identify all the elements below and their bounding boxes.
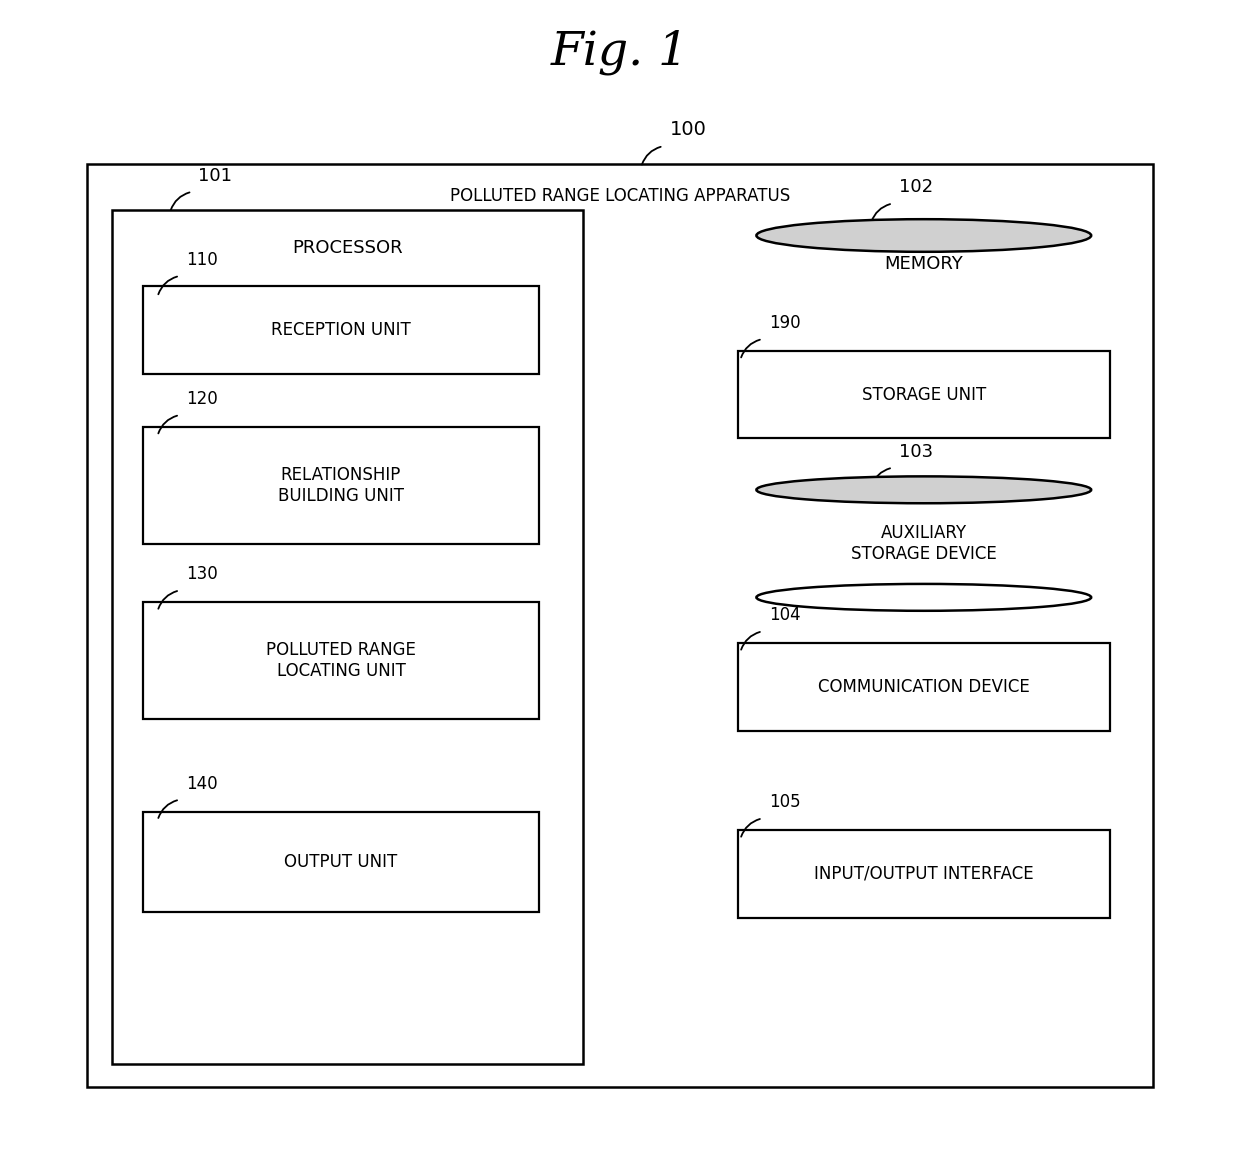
Text: 130: 130 bbox=[186, 566, 218, 583]
Text: RELATIONSHIP
BUILDING UNIT: RELATIONSHIP BUILDING UNIT bbox=[278, 465, 404, 505]
Text: 100: 100 bbox=[670, 120, 707, 139]
Text: POLLUTED RANGE
LOCATING UNIT: POLLUTED RANGE LOCATING UNIT bbox=[267, 641, 415, 680]
Text: 190: 190 bbox=[769, 314, 801, 332]
FancyBboxPatch shape bbox=[143, 602, 539, 719]
Text: 102: 102 bbox=[899, 179, 934, 196]
FancyBboxPatch shape bbox=[738, 643, 1110, 731]
Text: Fig. 1: Fig. 1 bbox=[551, 30, 689, 75]
Text: 120: 120 bbox=[186, 390, 218, 408]
Ellipse shape bbox=[756, 220, 1091, 251]
FancyBboxPatch shape bbox=[756, 490, 1091, 610]
FancyBboxPatch shape bbox=[112, 210, 583, 1064]
Text: 110: 110 bbox=[186, 251, 218, 269]
Text: 140: 140 bbox=[186, 775, 218, 793]
Text: 105: 105 bbox=[769, 794, 801, 811]
Ellipse shape bbox=[756, 477, 1091, 503]
Text: OUTPUT UNIT: OUTPUT UNIT bbox=[284, 853, 398, 871]
Text: AUXILIARY
STORAGE DEVICE: AUXILIARY STORAGE DEVICE bbox=[851, 524, 997, 563]
Text: INPUT/OUTPUT INTERFACE: INPUT/OUTPUT INTERFACE bbox=[813, 865, 1034, 883]
FancyBboxPatch shape bbox=[738, 351, 1110, 438]
FancyBboxPatch shape bbox=[87, 164, 1153, 1087]
FancyBboxPatch shape bbox=[143, 812, 539, 912]
FancyBboxPatch shape bbox=[738, 830, 1110, 918]
Text: COMMUNICATION DEVICE: COMMUNICATION DEVICE bbox=[818, 678, 1029, 696]
Text: 101: 101 bbox=[198, 167, 232, 185]
Text: STORAGE UNIT: STORAGE UNIT bbox=[862, 386, 986, 403]
Text: 104: 104 bbox=[769, 607, 801, 624]
FancyBboxPatch shape bbox=[143, 286, 539, 374]
Text: 103: 103 bbox=[899, 443, 934, 461]
Text: PROCESSOR: PROCESSOR bbox=[291, 238, 403, 257]
Text: MEMORY: MEMORY bbox=[884, 256, 963, 274]
Ellipse shape bbox=[756, 583, 1091, 610]
Text: POLLUTED RANGE LOCATING APPARATUS: POLLUTED RANGE LOCATING APPARATUS bbox=[450, 187, 790, 206]
Text: RECEPTION UNIT: RECEPTION UNIT bbox=[272, 321, 410, 339]
FancyBboxPatch shape bbox=[756, 235, 1091, 400]
FancyBboxPatch shape bbox=[143, 427, 539, 544]
Ellipse shape bbox=[756, 368, 1091, 400]
